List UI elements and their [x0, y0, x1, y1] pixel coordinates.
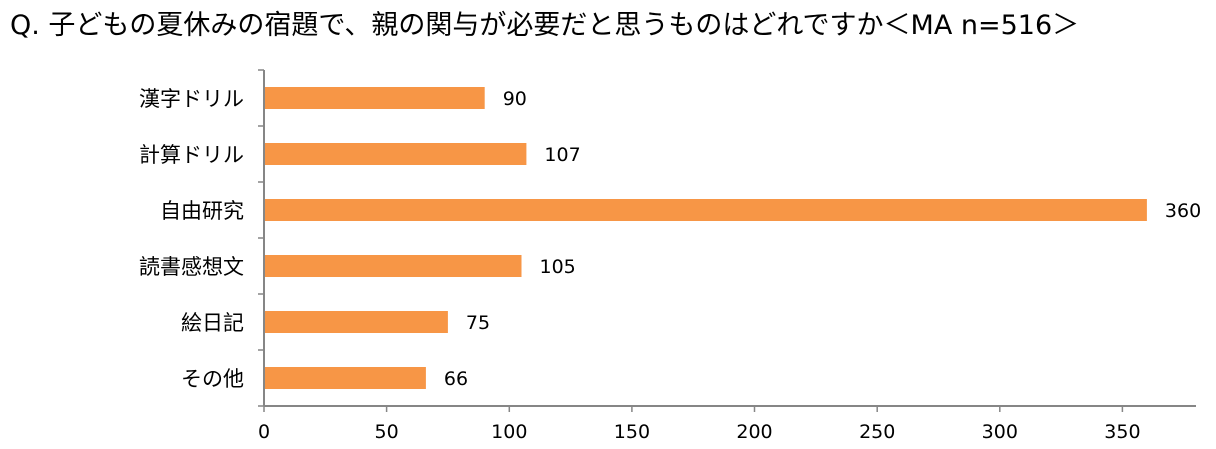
data-label: 66 — [444, 368, 468, 390]
x-tick-label: 100 — [491, 421, 527, 443]
x-tick-label: 0 — [258, 421, 270, 443]
x-tick-label: 200 — [736, 421, 772, 443]
category-label: 絵日記 — [181, 311, 244, 335]
bar — [264, 367, 426, 389]
axes-layer: 0 50 100 150 200 250 300 350 — [258, 69, 1196, 443]
data-label: 75 — [466, 312, 490, 334]
data-label: 105 — [540, 256, 576, 278]
data-labels-layer: 漢字ドリル 90 計算ドリル 107 自由研究 360 読書感想文 105 絵日記 75 その他 66 — [139, 87, 1201, 391]
data-label: 90 — [503, 88, 527, 110]
bar — [264, 143, 527, 165]
category-label: 自由研究 — [160, 199, 244, 223]
data-label: 360 — [1165, 200, 1201, 222]
x-tick-label: 250 — [859, 421, 895, 443]
x-tick-label: 50 — [375, 421, 399, 443]
category-label: その他 — [181, 367, 244, 391]
x-tick-label: 150 — [614, 421, 650, 443]
x-tick-label: 350 — [1104, 421, 1140, 443]
bar — [264, 199, 1147, 221]
category-label: 読書感想文 — [139, 255, 244, 279]
category-label: 計算ドリル — [139, 143, 244, 167]
bar — [264, 311, 448, 333]
bar — [264, 87, 485, 109]
data-label: 107 — [544, 144, 580, 166]
bars-layer — [264, 87, 1147, 389]
category-label: 漢字ドリル — [139, 87, 244, 111]
chart-title: Q. 子どもの夏休みの宿題で、親の関与が必要だと思うものはどれですか＜MA n=… — [10, 10, 1080, 41]
x-tick-label: 300 — [982, 421, 1018, 443]
bar — [264, 255, 522, 277]
